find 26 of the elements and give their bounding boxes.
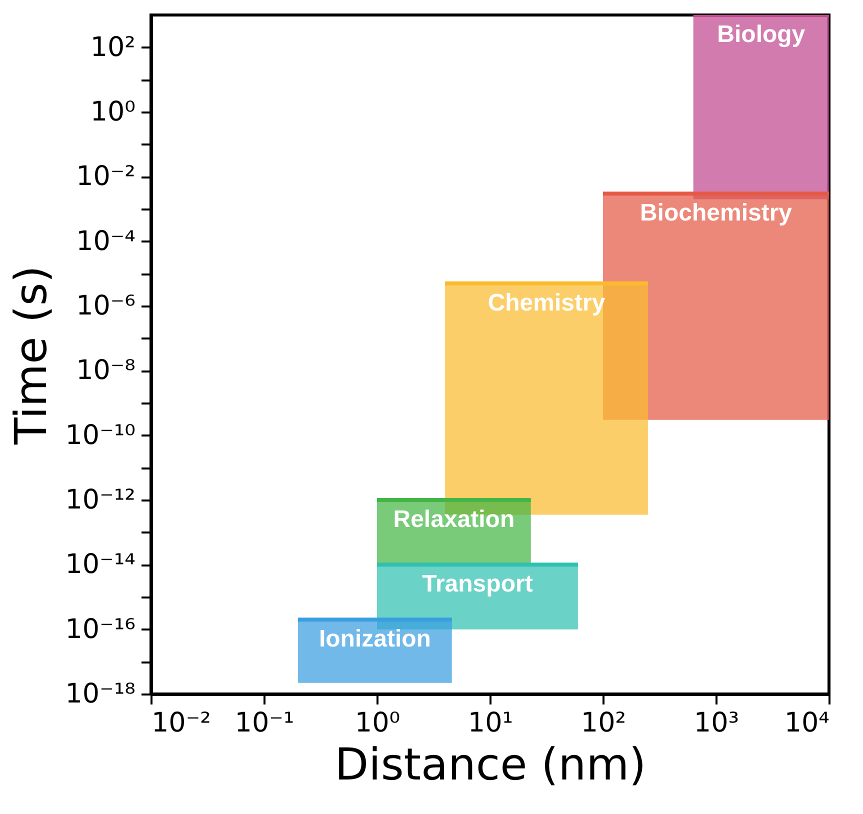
y-tick-label: 10⁻¹⁴ <box>65 549 136 580</box>
x-tick-label: 10⁻² <box>152 708 211 738</box>
series-label: Transport <box>422 570 533 598</box>
x-tick-label: 10² <box>580 708 626 738</box>
y-tick-label: 10⁻¹⁰ <box>65 420 136 451</box>
y-tick-label: 10⁻¹⁸ <box>65 678 136 710</box>
y-tick-label: 10⁻¹² <box>65 484 136 516</box>
series-label: Relaxation <box>393 506 515 533</box>
x-axis-title: Distance (nm) <box>334 740 646 790</box>
series-label: Chemistry <box>488 289 606 316</box>
y-tick-label: 10⁻² <box>76 161 136 192</box>
x-tick-label: 10⁻¹ <box>234 708 294 738</box>
y-tick-label: 10² <box>90 32 136 63</box>
x-tick-label: 10³ <box>694 708 740 738</box>
y-axis-title: Time (s) <box>6 266 58 446</box>
y-tick-label: 10⁻⁶ <box>76 290 136 322</box>
series-label: Ionization <box>318 626 431 653</box>
x-tick-label: 10⁴ <box>784 708 830 738</box>
x-tick-label: 10¹ <box>468 708 514 738</box>
y-tick-label: 10⁻⁸ <box>76 355 136 386</box>
series-label: Biology <box>717 21 806 48</box>
series-label: Biochemistry <box>640 200 793 227</box>
y-tick-label: 10⁻¹⁶ <box>65 614 136 645</box>
y-tick-label: 10⁻⁴ <box>76 226 136 257</box>
x-tick-label: 10⁰ <box>354 708 400 738</box>
y-tick-label: 10⁰ <box>90 96 136 128</box>
